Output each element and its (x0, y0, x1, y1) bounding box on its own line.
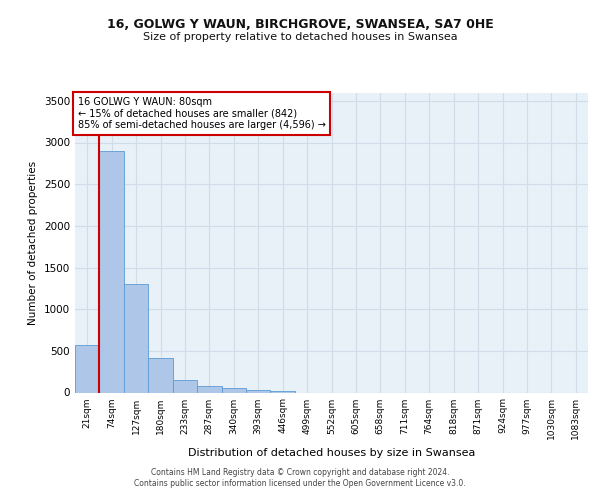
Text: Size of property relative to detached houses in Swansea: Size of property relative to detached ho… (143, 32, 457, 42)
Y-axis label: Number of detached properties: Number of detached properties (28, 160, 38, 324)
Bar (75, 345, 100, 393)
X-axis label: Distribution of detached houses by size in Swansea: Distribution of detached houses by size … (188, 448, 475, 458)
Bar (271, 391, 295, 392)
Bar (124, 284, 148, 393)
Bar (246, 390, 271, 392)
Text: 16, GOLWG Y WAUN, BIRCHGROVE, SWANSEA, SA7 0HE: 16, GOLWG Y WAUN, BIRCHGROVE, SWANSEA, S… (107, 18, 493, 30)
Text: Contains HM Land Registry data © Crown copyright and database right 2024.
Contai: Contains HM Land Registry data © Crown c… (134, 468, 466, 487)
Bar (148, 358, 173, 392)
Bar (173, 380, 197, 392)
Text: 16 GOLWG Y WAUN: 80sqm
← 15% of detached houses are smaller (842)
85% of semi-de: 16 GOLWG Y WAUN: 80sqm ← 15% of detached… (77, 97, 325, 130)
Bar (197, 386, 221, 392)
Bar (221, 388, 246, 392)
Bar (100, 151, 124, 392)
